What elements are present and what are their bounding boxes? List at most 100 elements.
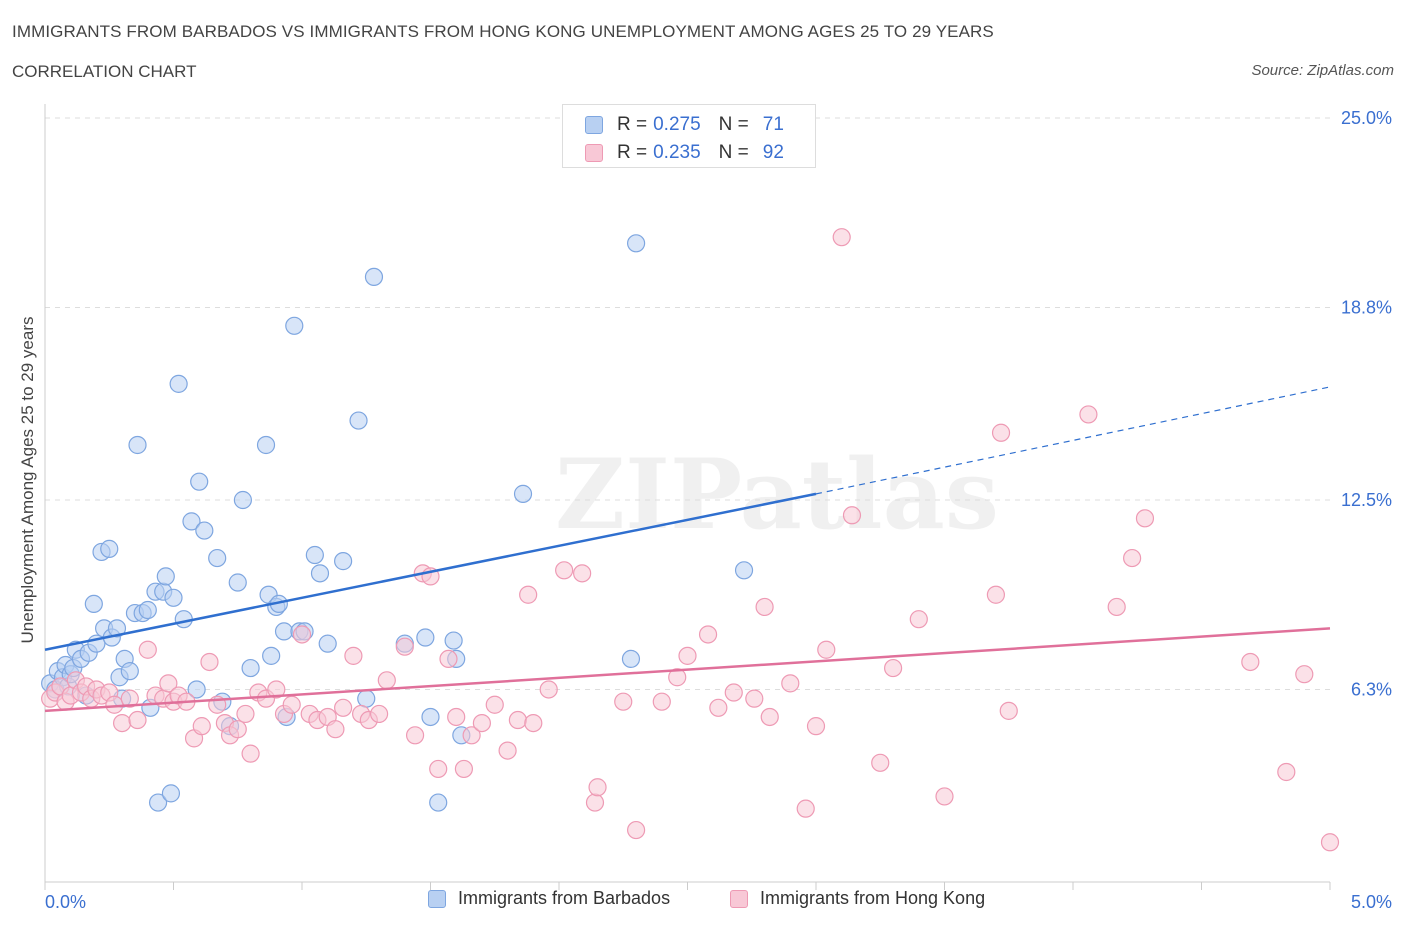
point-hongkong bbox=[626, 820, 646, 840]
point-barbados bbox=[262, 646, 281, 665]
legend-label-hongkong: Immigrants from Hong Kong bbox=[760, 888, 986, 908]
point-hongkong bbox=[871, 753, 890, 772]
point-hongkong bbox=[588, 778, 607, 797]
legend-row-barbados: R = 0.275 N = 71 bbox=[585, 111, 784, 139]
point-hongkong bbox=[1123, 548, 1142, 568]
point-hongkong bbox=[439, 649, 458, 669]
point-barbados bbox=[310, 564, 330, 583]
point-barbados bbox=[128, 435, 147, 455]
point-barbados bbox=[169, 374, 188, 393]
point-hongkong bbox=[519, 585, 538, 604]
point-hongkong bbox=[842, 506, 862, 525]
point-hongkong bbox=[228, 720, 247, 739]
point-hongkong bbox=[806, 717, 826, 736]
point-barbados bbox=[256, 435, 276, 455]
point-hongkong bbox=[120, 689, 139, 708]
point-hongkong bbox=[105, 695, 124, 714]
point-hongkong bbox=[326, 720, 345, 739]
point-barbados bbox=[626, 234, 646, 253]
point-barbados bbox=[120, 662, 139, 681]
chart-title: IMMIGRANTS FROM BARBADOS VS IMMIGRANTS F… bbox=[12, 22, 994, 41]
point-hongkong bbox=[539, 680, 558, 699]
point-barbados bbox=[364, 267, 384, 287]
point-hongkong bbox=[755, 597, 774, 617]
point-hongkong bbox=[991, 423, 1011, 442]
point-barbados bbox=[241, 658, 260, 678]
legend-item-hongkong[interactable]: Immigrants from Hong Kong bbox=[730, 888, 985, 909]
point-barbados bbox=[148, 793, 168, 812]
point-hongkong bbox=[909, 610, 928, 629]
point-hongkong bbox=[498, 741, 517, 760]
point-barbados bbox=[190, 472, 209, 491]
point-barbados bbox=[174, 610, 193, 629]
point-barbados bbox=[208, 548, 227, 568]
point-barbados bbox=[349, 411, 368, 430]
point-hongkong bbox=[508, 710, 527, 730]
point-barbados bbox=[138, 600, 157, 620]
point-hongkong bbox=[760, 707, 779, 727]
point-barbados bbox=[107, 619, 127, 638]
point-hongkong bbox=[344, 646, 363, 665]
point-barbados bbox=[161, 784, 181, 803]
y-tick-label: 12.5% bbox=[1341, 490, 1392, 510]
point-hongkong bbox=[614, 692, 633, 711]
point-hongkong bbox=[192, 717, 211, 736]
point-hongkong bbox=[454, 759, 474, 779]
point-hongkong bbox=[999, 701, 1018, 720]
legend-r-value: 0.235 bbox=[653, 142, 701, 163]
point-hongkong bbox=[395, 637, 414, 656]
point-hongkong bbox=[883, 658, 903, 678]
point-barbados bbox=[228, 573, 247, 592]
point-barbados bbox=[421, 707, 440, 727]
point-hongkong bbox=[573, 564, 592, 583]
point-hongkong bbox=[986, 585, 1006, 604]
point-hongkong bbox=[1277, 762, 1296, 782]
point-hongkong bbox=[485, 695, 504, 714]
point-hongkong bbox=[585, 793, 605, 812]
point-barbados bbox=[334, 552, 353, 571]
point-hongkong bbox=[668, 668, 687, 687]
point-barbados bbox=[156, 567, 175, 586]
point-hongkong bbox=[832, 228, 851, 247]
x-tick-label: 5.0% bbox=[1351, 892, 1392, 912]
point-barbados bbox=[444, 631, 463, 650]
point-hongkong bbox=[724, 683, 743, 702]
point-hongkong bbox=[429, 759, 448, 779]
point-barbados bbox=[318, 634, 337, 653]
point-barbados bbox=[187, 680, 206, 699]
point-barbados bbox=[513, 484, 533, 503]
point-barbados bbox=[195, 521, 214, 540]
point-barbados bbox=[164, 588, 183, 607]
point-hongkong bbox=[1135, 509, 1155, 528]
point-hongkong bbox=[817, 640, 836, 659]
y-tick-label: 6.3% bbox=[1351, 679, 1392, 699]
chart-subtitle: CORRELATION CHART bbox=[12, 62, 197, 81]
point-hongkong bbox=[1079, 405, 1098, 424]
legend-n-label: N = bbox=[718, 142, 749, 163]
point-hongkong bbox=[781, 674, 800, 693]
point-barbados bbox=[182, 512, 201, 531]
point-hongkong bbox=[745, 689, 764, 708]
point-hongkong bbox=[935, 787, 954, 806]
point-barbados bbox=[305, 545, 324, 565]
point-hongkong bbox=[1320, 833, 1340, 852]
point-hongkong bbox=[462, 726, 481, 745]
legend-swatch-hongkong bbox=[585, 144, 603, 162]
point-hongkong bbox=[267, 680, 286, 699]
legend-item-barbados[interactable]: Immigrants from Barbados bbox=[428, 888, 670, 909]
point-hongkong bbox=[447, 707, 466, 727]
y-axis-label: Unemployment Among Ages 25 to 29 years bbox=[18, 317, 37, 644]
point-hongkong bbox=[796, 799, 815, 818]
point-hongkong bbox=[334, 698, 353, 717]
x-tick-label: 0.0% bbox=[45, 892, 86, 912]
y-tick-label: 18.8% bbox=[1341, 297, 1392, 317]
legend-r-label: R = bbox=[617, 114, 648, 135]
point-hongkong bbox=[472, 713, 491, 733]
correlation-legend: R = 0.275 N = 71 R = 0.235 N = 92 bbox=[562, 104, 816, 168]
point-barbados bbox=[233, 490, 252, 510]
legend-swatch-barbados bbox=[428, 889, 446, 908]
point-hongkong bbox=[282, 695, 301, 714]
point-hongkong bbox=[405, 726, 425, 745]
point-hongkong bbox=[1295, 665, 1314, 684]
point-barbados bbox=[429, 793, 448, 812]
